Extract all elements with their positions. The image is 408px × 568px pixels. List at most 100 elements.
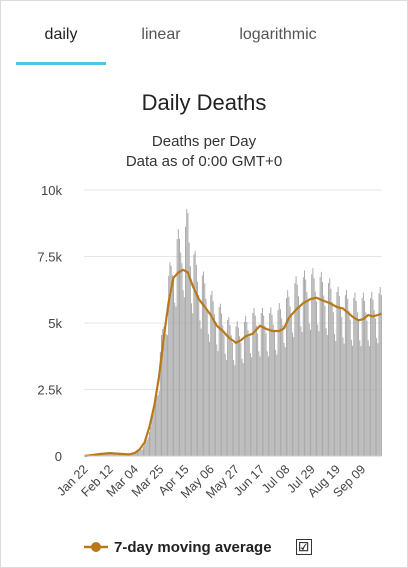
- daily-bar: [247, 330, 249, 456]
- daily-bar: [245, 315, 247, 456]
- legend-swatch-moving-average: [84, 542, 108, 552]
- chart-subtitle-line-2: Data as of 0:00 GMT+0: [125, 153, 283, 170]
- daily-bar: [165, 333, 167, 456]
- daily-bar: [138, 451, 140, 456]
- daily-bar: [276, 354, 278, 456]
- legend: 7-day moving average ☑: [84, 536, 312, 558]
- daily-bar: [233, 360, 235, 456]
- daily-bar: [112, 453, 114, 456]
- daily-bar: [370, 298, 372, 456]
- daily-bar: [157, 395, 159, 456]
- daily-bar: [329, 278, 331, 456]
- daily-bar: [109, 453, 111, 456]
- daily-bar: [270, 307, 272, 456]
- daily-bar: [156, 394, 158, 456]
- tab-daily[interactable]: daily: [44, 26, 78, 43]
- daily-bar: [374, 318, 376, 456]
- daily-bar: [179, 238, 180, 456]
- daily-bar: [300, 326, 302, 456]
- daily-bar: [289, 306, 291, 456]
- daily-bar: [141, 449, 143, 456]
- daily-bar: [341, 317, 343, 456]
- tab-logarithmic[interactable]: logarithmic: [239, 26, 317, 43]
- daily-bar: [342, 337, 344, 456]
- daily-bar: [366, 320, 368, 456]
- daily-bar: [111, 453, 113, 456]
- daily-bar: [277, 310, 279, 456]
- daily-bar: [188, 242, 190, 456]
- daily-bar: [288, 296, 290, 456]
- daily-bar: [326, 335, 328, 456]
- daily-bar: [296, 284, 298, 456]
- daily-bar: [170, 265, 172, 456]
- daily-bar: [231, 343, 233, 456]
- daily-bar: [356, 312, 358, 456]
- daily-bar: [338, 295, 340, 456]
- daily-bar: [365, 312, 367, 456]
- daily-bar: [263, 315, 265, 456]
- daily-bar: [258, 351, 260, 456]
- daily-bar: [253, 307, 255, 456]
- daily-bar: [155, 400, 156, 456]
- daily-bar: [199, 320, 201, 456]
- daily-bar: [158, 390, 160, 456]
- chart-subtitle-line-1: Deaths per Day: [151, 133, 257, 150]
- moving-average-line: [84, 268, 382, 458]
- moving-average-series: [84, 268, 382, 458]
- daily-bar: [380, 295, 382, 456]
- daily-bar: [149, 432, 150, 456]
- daily-bar: [115, 453, 117, 456]
- daily-bar: [180, 252, 182, 456]
- daily-bar: [358, 320, 360, 456]
- y-axis: 0 2.5k 5k 7.5k 10k: [37, 183, 62, 464]
- daily-bar: [286, 298, 287, 456]
- chart-title: Daily Deaths: [141, 90, 267, 115]
- daily-bar: [294, 283, 296, 456]
- x-tick-label: Jul 08: [259, 462, 293, 496]
- daily-bar: [323, 295, 325, 456]
- daily-bar: [349, 319, 351, 456]
- daily-bar: [144, 444, 146, 456]
- daily-bar: [322, 282, 323, 456]
- daily-bar: [206, 310, 208, 456]
- daily-bar: [252, 312, 254, 456]
- daily-bar: [227, 320, 229, 456]
- daily-bar: [145, 442, 147, 456]
- daily-bar: [312, 268, 314, 456]
- daily-bar: [140, 449, 142, 456]
- daily-bar: [261, 307, 263, 456]
- daily-bar: [361, 298, 363, 456]
- daily-bar: [282, 325, 284, 456]
- daily-bar: [319, 277, 321, 456]
- legend-toggle-checkbox[interactable]: ☑: [295, 539, 312, 555]
- daily-bar: [177, 229, 179, 456]
- daily-bar: [328, 283, 329, 456]
- daily-bar: [173, 281, 174, 456]
- daily-bar: [212, 301, 214, 456]
- daily-bar: [269, 312, 271, 456]
- daily-bar: [213, 314, 215, 456]
- daily-bar: [207, 333, 209, 456]
- daily-bar: [162, 329, 164, 456]
- daily-bar: [189, 266, 191, 456]
- daily-bar: [340, 307, 342, 456]
- daily-bar: [209, 341, 211, 456]
- daily-bar: [143, 446, 144, 456]
- daily-bar: [348, 310, 350, 456]
- daily-bar: [205, 298, 207, 456]
- daily-bar: [167, 335, 168, 456]
- y-tick-label: 7.5k: [37, 250, 62, 265]
- daily-bar: [373, 310, 375, 456]
- tab-linear[interactable]: linear: [141, 26, 181, 43]
- daily-bar: [377, 343, 379, 456]
- daily-bar: [306, 292, 308, 456]
- daily-bar: [378, 293, 380, 456]
- daily-bar: [137, 451, 138, 456]
- daily-bar: [204, 283, 206, 456]
- daily-bar: [260, 312, 262, 456]
- daily-bar: [275, 349, 277, 456]
- daily-bar: [347, 298, 349, 456]
- daily-bar: [367, 340, 369, 456]
- daily-bar: [305, 279, 307, 456]
